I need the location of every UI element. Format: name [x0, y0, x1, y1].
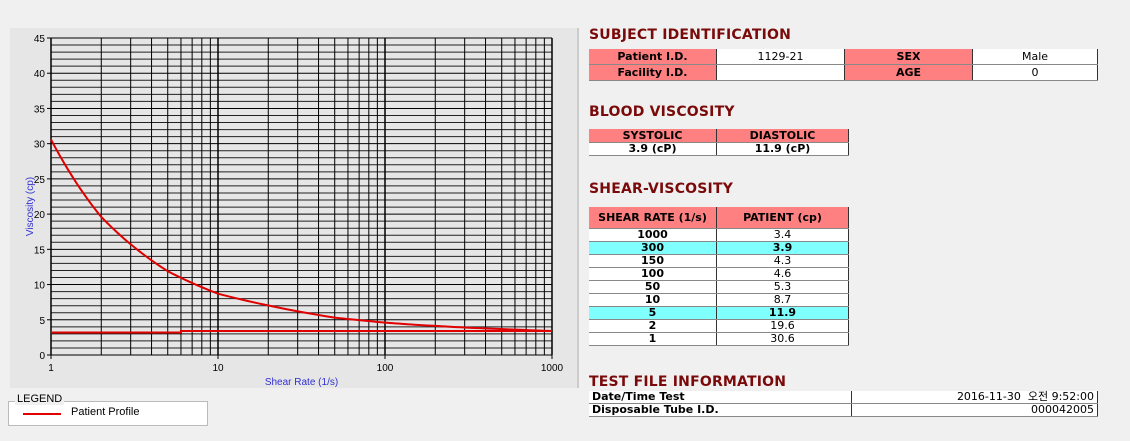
x-tick-label: 100	[377, 363, 394, 374]
patient-value-cell: 8.7	[716, 293, 849, 307]
blood-viscosity-table: SYSTOLIC DIASTOLIC 3.9 (cP) 11.9 (cP)	[589, 129, 849, 156]
systolic-value: 3.9 (cP)	[589, 142, 717, 156]
tube-id-label: Disposable Tube I.D.	[589, 403, 852, 417]
patient-value-cell: 11.9	[716, 306, 849, 320]
patient-value-cell: 4.3	[716, 254, 849, 268]
legend-line-swatch	[23, 413, 61, 415]
shear-viscosity-table: SHEAR RATE (1/s) PATIENT (cp) 1000 3.4 300…	[589, 207, 849, 346]
patient-value-cell: 4.6	[716, 267, 849, 281]
blood-viscosity-title: BLOOD VISCOSITY	[589, 104, 735, 120]
diastolic-label: DIASTOLIC	[716, 129, 849, 143]
patient-value-cell: 30.6	[716, 332, 849, 346]
shear-row: 50 5.3	[589, 280, 849, 294]
series-line	[51, 330, 552, 334]
shear-row: 150 4.3	[589, 254, 849, 268]
y-tick-label: 25	[34, 175, 46, 186]
plot-area	[51, 38, 552, 355]
shear-viscosity-title: SHEAR-VISCOSITY	[589, 181, 734, 197]
y-tick-label: 10	[34, 281, 46, 292]
shear-row: 1 30.6	[589, 332, 849, 346]
shear-rate-header: SHEAR RATE (1/s)	[589, 207, 717, 229]
shear-row: 2 19.6	[589, 319, 849, 333]
viscosity-chart: 0 5 10 15 20 25 30 35 40 45 1 10 100 1000 Shear Rate (…	[25, 34, 564, 388]
shear-rate-cell: 10	[589, 293, 717, 307]
y-tick-label: 45	[34, 34, 46, 45]
legend-label: Patient Profile	[71, 406, 140, 418]
shear-rate-cell: 1000	[589, 228, 717, 242]
shear-rate-cell: 5	[589, 306, 717, 320]
patient-value-cell: 3.9	[716, 241, 849, 255]
y-tick-label: 40	[34, 69, 46, 80]
test-file-information-title: TEST FILE INFORMATION	[589, 374, 787, 390]
sex-value: Male	[972, 49, 1098, 65]
shear-rate-cell: 1	[589, 332, 717, 346]
x-axis-label: Shear Rate (1/s)	[265, 377, 338, 388]
y-tick-label: 35	[34, 104, 46, 115]
x-tick-label: 1	[48, 363, 54, 374]
datetime-label: Date/Time Test	[589, 391, 852, 404]
shear-rate-cell: 150	[589, 254, 717, 268]
viscosity-chart-panel: 0 5 10 15 20 25 30 35 40 45 1 10 100 1000 Shear Rate (…	[10, 28, 579, 388]
shear-row: 1000 3.4	[589, 228, 849, 242]
y-tick-label: 20	[34, 210, 46, 221]
x-tick-label: 1000	[541, 363, 564, 374]
shear-row: 5 11.9	[589, 306, 849, 320]
age-value: 0	[972, 64, 1098, 81]
subject-table: Patient I.D. 1129-21 SEX Male Facility I…	[589, 49, 1098, 81]
x-tick-label: 10	[212, 363, 224, 374]
patient-value-cell: 5.3	[716, 280, 849, 294]
y-tick-label: 5	[39, 316, 45, 327]
shear-row: 10 8.7	[589, 293, 849, 307]
diastolic-value: 11.9 (cP)	[716, 142, 849, 156]
y-tick-label: 30	[34, 140, 46, 151]
facility-id-label: Facility I.D.	[589, 64, 717, 81]
shear-row: 300 3.9	[589, 241, 849, 255]
patient-id-value: 1129-21	[716, 49, 845, 65]
shear-rate-cell: 100	[589, 267, 717, 281]
sex-label: SEX	[844, 49, 973, 65]
systolic-label: SYSTOLIC	[589, 129, 717, 143]
shear-rate-cell: 300	[589, 241, 717, 255]
age-label: AGE	[844, 64, 973, 81]
patient-id-label: Patient I.D.	[589, 49, 717, 65]
series-line	[50, 138, 553, 333]
patient-value-cell: 19.6	[716, 319, 849, 333]
shear-rate-cell: 2	[589, 319, 717, 333]
test-file-table: Date/Time Test 2016-11-30 오전 9:52:00 Dis…	[589, 391, 1098, 417]
patient-header: PATIENT (cp)	[716, 207, 849, 229]
y-tick-label: 15	[34, 245, 46, 256]
shear-rate-cell: 50	[589, 280, 717, 294]
y-tick-label: 0	[39, 351, 45, 362]
patient-value-cell: 3.4	[716, 228, 849, 242]
legend-title: LEGEND	[15, 393, 65, 405]
datetime-value: 2016-11-30 오전 9:52:00	[851, 391, 1098, 404]
facility-id-value	[716, 64, 845, 81]
shear-row: 100 4.6	[589, 267, 849, 281]
legend: LEGEND Patient Profile	[8, 393, 208, 426]
subject-identification-title: SUBJECT IDENTIFICATION	[589, 27, 792, 43]
y-axis-label: Viscosity (cp)	[25, 177, 36, 236]
tube-id-value: 000042005	[851, 403, 1098, 417]
